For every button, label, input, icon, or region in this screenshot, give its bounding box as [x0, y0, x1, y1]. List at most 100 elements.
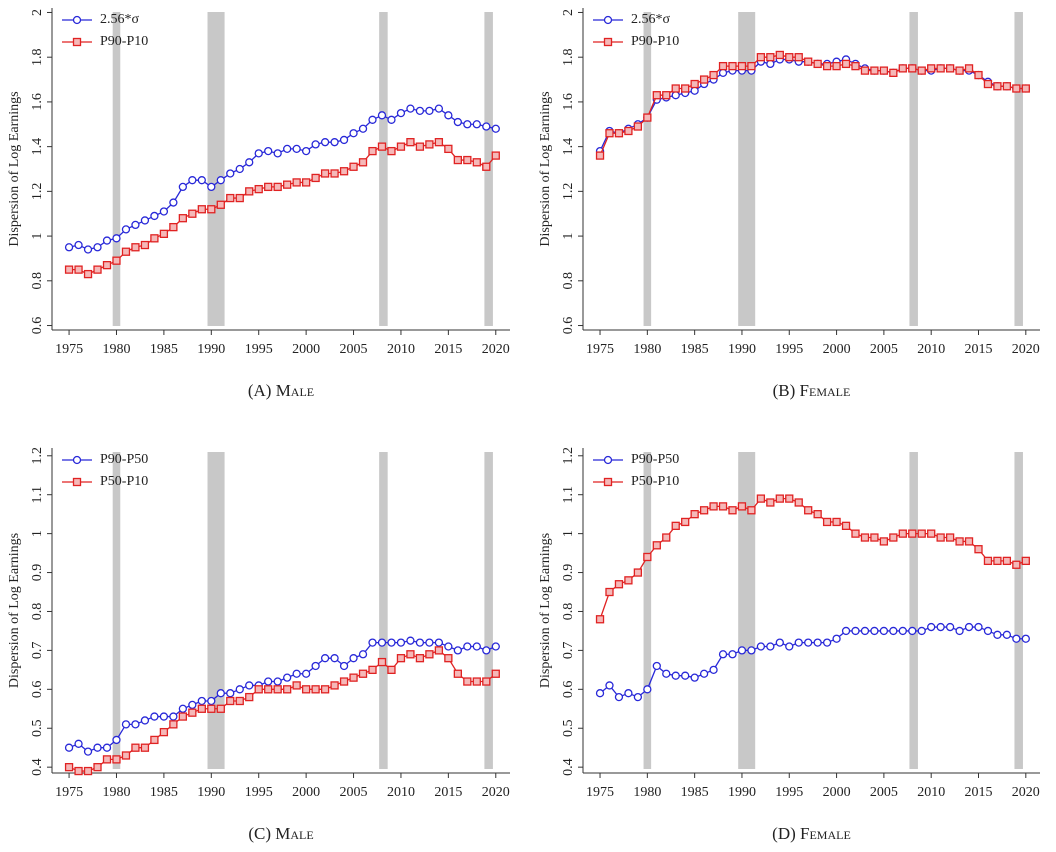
marker [387, 665, 396, 675]
series-line [599, 626, 1026, 698]
marker [283, 144, 292, 154]
recession-band [643, 12, 652, 326]
recession-band [379, 452, 388, 769]
x-tick-label: 1975 [586, 785, 614, 800]
marker [993, 556, 1002, 566]
marker [74, 739, 83, 748]
y-tick-label: 1.8 [30, 48, 45, 66]
marker [945, 533, 955, 542]
marker [93, 243, 102, 252]
marker [254, 149, 263, 158]
marker [718, 502, 728, 511]
marker [747, 646, 756, 655]
marker [889, 626, 898, 636]
marker [283, 180, 292, 189]
marker [737, 646, 747, 655]
marker [917, 529, 926, 538]
x-tick-label: 2005 [870, 342, 898, 357]
caption: (D) Female [772, 824, 851, 843]
y-axis-label: Dispersion of Log Earnings [7, 91, 22, 246]
marker [283, 673, 292, 682]
marker [964, 537, 974, 546]
marker [813, 510, 822, 519]
marker [93, 763, 102, 772]
marker [605, 129, 614, 138]
y-tick-label: 1.2 [30, 183, 45, 201]
x-tick-label: 2015 [964, 785, 992, 800]
marker [841, 521, 851, 530]
y-axis-label: Dispersion of Log Earnings [538, 91, 553, 246]
marker [349, 162, 358, 171]
y-tick-label: 0.6 [561, 317, 576, 335]
marker [320, 654, 330, 663]
legend-label: P90-P10 [100, 34, 148, 49]
marker [292, 669, 301, 678]
marker [150, 735, 159, 745]
marker [671, 91, 680, 100]
marker [747, 506, 756, 515]
marker [396, 108, 406, 118]
x-tick-label: 1990 [197, 342, 225, 357]
marker [178, 704, 188, 713]
marker [813, 638, 822, 647]
marker [945, 64, 955, 73]
panel: 0.4 0.5 0.6 0.7 0.8 0.9 1 1.1 1.2 1975 1980 1985 199… [538, 447, 1040, 843]
y-tick-label: 0.8 [30, 603, 45, 621]
marker [434, 646, 444, 655]
marker [83, 766, 93, 776]
marker [159, 229, 169, 238]
marker [671, 84, 680, 93]
y-tick-label: 0.8 [561, 603, 576, 621]
marker [216, 200, 225, 209]
marker [662, 91, 671, 100]
x-tick-label: 2010 [917, 342, 945, 357]
marker [624, 576, 633, 585]
marker [756, 494, 766, 503]
marker [1012, 634, 1021, 643]
caption: (B) Female [773, 381, 851, 400]
marker [870, 66, 879, 75]
marker [358, 158, 368, 167]
marker [822, 61, 832, 71]
marker [841, 59, 851, 69]
marker [197, 704, 206, 713]
marker [595, 615, 605, 624]
marker [804, 638, 813, 647]
marker [690, 673, 699, 682]
marker [311, 140, 320, 149]
marker [121, 225, 131, 234]
marker [102, 755, 112, 764]
x-tick-label: 2005 [340, 342, 368, 357]
marker [330, 681, 339, 690]
marker [264, 146, 273, 156]
marker [633, 568, 643, 577]
marker [775, 638, 784, 647]
y-tick-label: 1.1 [561, 486, 576, 504]
marker [169, 198, 178, 207]
marker [245, 681, 254, 690]
legend-marker [603, 15, 613, 25]
marker [756, 642, 766, 651]
marker [444, 654, 453, 663]
marker [415, 638, 425, 647]
marker [794, 498, 803, 507]
marker [804, 57, 813, 66]
marker [936, 64, 945, 73]
marker [301, 685, 311, 694]
recession-band [738, 12, 756, 326]
marker [358, 650, 368, 659]
marker [1012, 560, 1021, 569]
marker [245, 158, 254, 167]
y-tick-label: 0.7 [30, 642, 45, 660]
x-tick-label: 2015 [434, 342, 462, 357]
marker [699, 506, 709, 515]
marker [159, 207, 169, 216]
x-tick-label: 2010 [387, 342, 415, 357]
marker [766, 53, 775, 62]
marker [74, 265, 83, 274]
marker [434, 104, 444, 113]
marker [671, 671, 680, 680]
marker [339, 167, 349, 176]
marker [121, 720, 131, 729]
marker [311, 661, 320, 671]
